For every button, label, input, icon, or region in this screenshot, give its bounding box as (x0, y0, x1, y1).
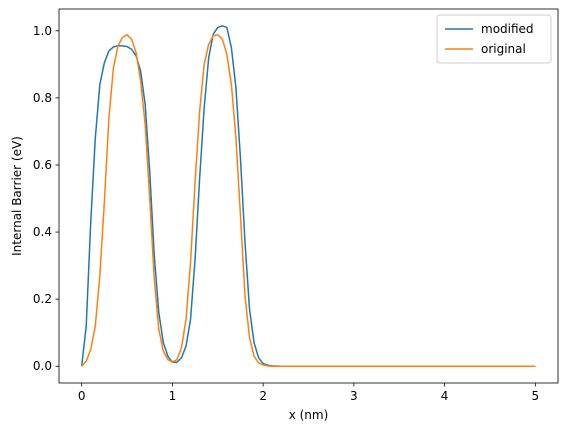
legend-label-modified: modified (481, 22, 534, 36)
series-line-original (81, 34, 536, 367)
y-tick-label: 0.6 (33, 158, 52, 172)
x-tick-label: 0 (78, 389, 86, 403)
x-tick-label: 4 (441, 389, 449, 403)
y-tick-label: 0.4 (33, 225, 52, 239)
x-tick-label: 2 (259, 389, 267, 403)
series-layer (80, 25, 536, 367)
legend: modified original (436, 14, 552, 64)
y-tick-label: 0.0 (33, 359, 52, 373)
plot-frame (58, 8, 559, 384)
y-tick-label: 0.2 (33, 292, 52, 306)
legend-label-original: original (481, 42, 526, 56)
legend-box (436, 14, 552, 64)
x-tick-label: 1 (169, 389, 177, 403)
y-tick-label: 1.0 (33, 24, 52, 38)
y-axis-ticks: 0.0 0.2 0.4 0.6 0.8 1.0 (33, 24, 59, 373)
y-axis-label: Internal Barrier (eV) (10, 136, 24, 256)
y-tick-label: 0.8 (33, 91, 52, 105)
x-tick-label: 3 (350, 389, 358, 403)
x-tick-label: 5 (531, 389, 539, 403)
x-axis-label: x (nm) (289, 408, 329, 422)
x-axis-ticks: 0 1 2 3 4 5 (78, 383, 539, 403)
